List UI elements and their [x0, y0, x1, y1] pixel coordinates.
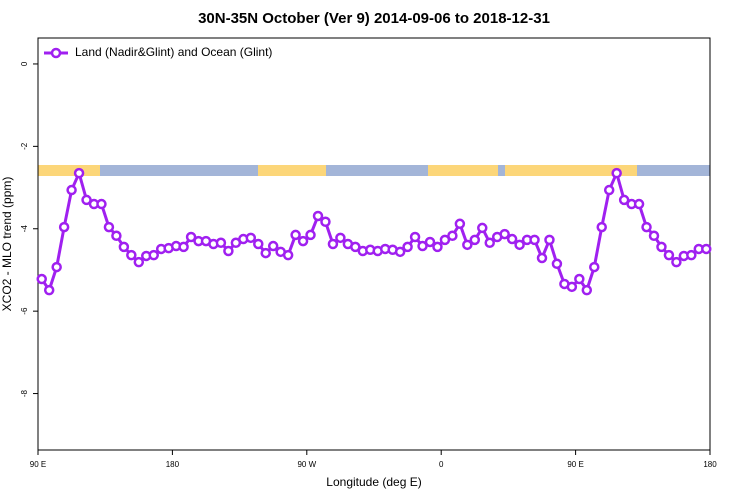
data-point	[484, 237, 495, 249]
data-point	[618, 194, 630, 206]
legend: Land (Nadir&Glint) and Ocean (Glint)	[44, 45, 272, 59]
data-point	[267, 240, 279, 252]
y-axis-label: XCO2 - MLO trend (ppm)	[0, 177, 14, 312]
data-point	[305, 229, 316, 241]
y-tick-label: -4	[20, 225, 29, 233]
data-point	[574, 273, 585, 285]
data-point	[290, 229, 301, 241]
chart-title: 30N-35N October (Ver 9) 2014-09-06 to 20…	[198, 10, 550, 27]
x-tick-label: 180	[166, 460, 180, 469]
data-point	[701, 243, 712, 255]
data-point	[96, 198, 107, 210]
data-point	[611, 167, 622, 179]
x-tick-label: 90 E	[30, 460, 46, 469]
data-point	[81, 194, 92, 206]
data-point	[394, 246, 406, 258]
data-point	[603, 184, 615, 196]
data-point	[66, 184, 77, 196]
data-point	[469, 234, 481, 246]
data-point	[641, 221, 652, 233]
data-point	[223, 245, 234, 257]
data-point	[126, 249, 137, 261]
data-point	[350, 241, 361, 253]
data-point	[409, 231, 421, 243]
data-point	[178, 241, 189, 253]
data-point	[282, 249, 294, 261]
data-point	[596, 221, 607, 233]
data-point	[671, 256, 682, 268]
data-point	[447, 230, 458, 242]
y-tick-label: -2	[20, 142, 29, 150]
y-tick-label: 0	[20, 61, 29, 66]
data-point	[499, 228, 510, 240]
data-point	[51, 261, 62, 273]
data-point	[417, 240, 428, 252]
data-point	[514, 239, 525, 251]
data-point	[686, 249, 697, 261]
data-point	[536, 252, 548, 264]
data-point	[58, 221, 70, 233]
data-point	[633, 198, 645, 210]
plot-frame	[37, 37, 711, 451]
y-tick-label: -6	[20, 307, 29, 315]
legend-label: Land (Nadir&Glint) and Ocean (Glint)	[75, 45, 272, 59]
data-point	[118, 241, 130, 253]
data-point	[454, 218, 466, 230]
data-point	[253, 238, 264, 250]
data-point	[103, 221, 115, 233]
data-point	[506, 233, 518, 245]
data-point	[432, 241, 443, 253]
data-point	[424, 236, 436, 248]
data-point	[439, 234, 451, 246]
land-ocean-strip	[38, 165, 710, 176]
data-point	[648, 230, 660, 242]
data-point	[312, 210, 324, 222]
y-tick-label: -8	[20, 389, 29, 397]
data-point	[544, 234, 555, 246]
data-point	[663, 249, 675, 261]
data-point	[260, 247, 271, 259]
x-tick-label: 90 W	[297, 460, 316, 469]
data-point	[581, 284, 593, 296]
data-point	[551, 258, 563, 270]
data-point	[148, 249, 159, 261]
data-point	[656, 241, 667, 253]
data-point	[335, 232, 346, 244]
x-tick-label: 90 E	[567, 460, 583, 469]
data-point	[477, 222, 488, 234]
data-point	[185, 231, 197, 243]
data-point	[529, 234, 540, 246]
data-point	[111, 230, 122, 242]
data-point	[327, 238, 339, 250]
data-point	[73, 167, 85, 179]
data-point	[215, 237, 227, 249]
data-point	[320, 216, 331, 228]
data-point	[297, 235, 309, 247]
data-point	[462, 239, 473, 251]
data-point	[43, 284, 55, 296]
x-tick-label: 0	[439, 460, 444, 469]
data-point	[566, 281, 578, 293]
data-point	[245, 232, 257, 244]
x-tick-label: 180	[703, 460, 717, 469]
data-point	[589, 261, 600, 273]
legend-marker	[50, 47, 62, 59]
data-point	[36, 273, 47, 285]
data-point	[402, 241, 413, 253]
x-axis-label: Longitude (deg E)	[326, 475, 421, 489]
data-point	[133, 256, 145, 268]
